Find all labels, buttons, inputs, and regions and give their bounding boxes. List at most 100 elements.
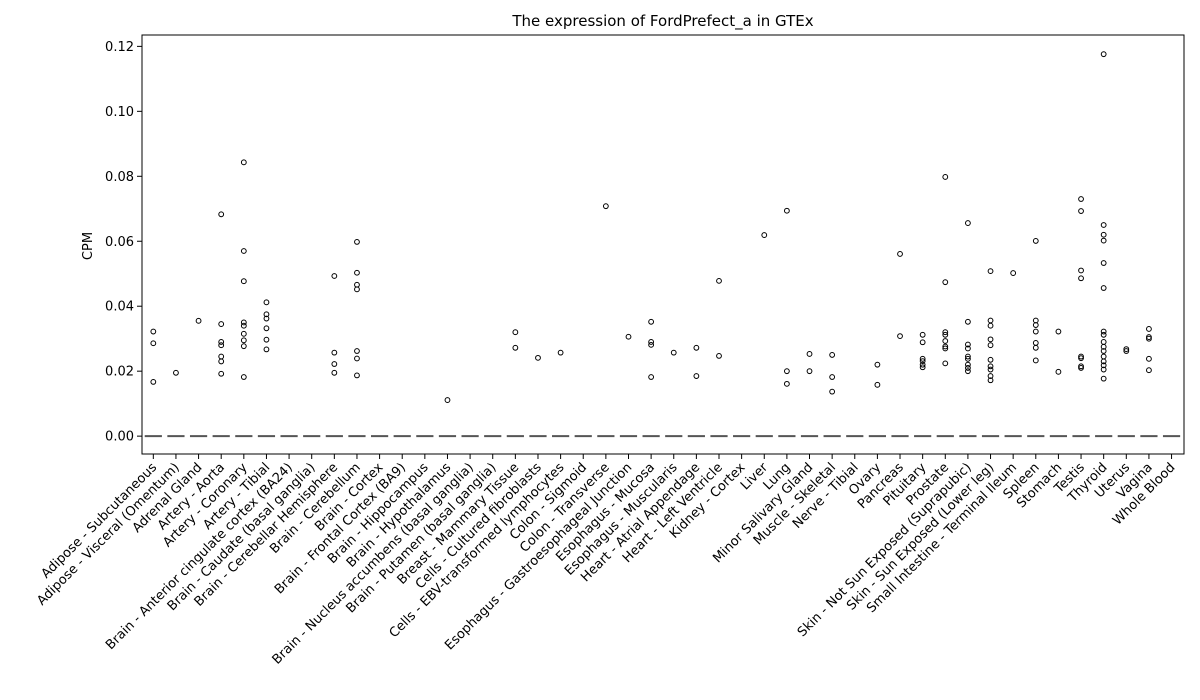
outlier-point <box>783 380 790 387</box>
y-tick-label: 0.12 <box>105 40 134 55</box>
outlier-point <box>919 339 926 346</box>
outlier-point <box>240 319 247 326</box>
outlier-point <box>240 374 247 380</box>
outlier-point <box>942 343 949 350</box>
outlier-point <box>218 321 225 327</box>
outlier-point <box>942 329 949 336</box>
outlier-point <box>1078 208 1084 214</box>
outlier-point <box>829 388 836 395</box>
y-tick-label: 0.06 <box>105 235 134 250</box>
outlier-point <box>150 378 157 385</box>
outlier-point <box>1100 339 1107 345</box>
outlier-point <box>806 368 813 375</box>
chart-title: The expression of FordPrefect_a in GTEx <box>511 12 813 31</box>
outlier-point <box>354 269 360 276</box>
outlier-point <box>1100 285 1107 291</box>
outlier-point <box>1100 231 1107 238</box>
outlier-point <box>919 358 926 365</box>
y-tick-label: 0.04 <box>105 300 134 315</box>
outlier-point <box>1100 222 1107 228</box>
outlier-point <box>1100 328 1107 335</box>
outlier-point <box>240 159 247 166</box>
outlier-point <box>648 339 655 345</box>
outlier-point <box>1123 348 1130 354</box>
outlier-point <box>263 346 270 353</box>
outlier-point <box>218 370 225 377</box>
y-tick-label: 0.08 <box>105 170 134 185</box>
outlier-point <box>218 339 225 345</box>
outlier-point <box>1032 340 1039 346</box>
outlier-point <box>240 337 247 344</box>
outlier-point <box>942 345 949 352</box>
outlier-point <box>1032 328 1039 335</box>
outlier-point <box>1146 355 1152 362</box>
outlier-point <box>331 349 338 356</box>
outlier-point <box>354 286 360 293</box>
outlier-point <box>1100 375 1107 382</box>
outlier-point <box>1055 328 1062 335</box>
outlier-point <box>1078 355 1084 362</box>
y-tick-label: 0.00 <box>105 430 134 445</box>
outlier-point <box>195 317 202 324</box>
outlier-point <box>987 377 994 384</box>
y-axis-label: CPM <box>81 232 96 260</box>
outlier-point <box>1032 344 1039 351</box>
outlier-point <box>829 374 836 380</box>
outlier-point <box>240 278 247 285</box>
outlier-point <box>512 344 519 351</box>
outlier-point <box>897 333 903 339</box>
outlier-point <box>670 349 677 356</box>
outlier-point <box>354 355 360 362</box>
outlier-point <box>1032 322 1039 328</box>
outlier-point <box>1100 348 1107 354</box>
outlier-point <box>919 361 926 368</box>
outlier-point <box>331 273 338 279</box>
outlier-point <box>965 365 971 371</box>
outlier-point <box>693 344 700 351</box>
y-axis: 0.00 0.02 0.04 0.06 0.08 0.10 0.12 <box>105 40 142 445</box>
outlier-point <box>965 345 971 352</box>
outlier-point <box>987 322 994 329</box>
outlier-point <box>987 317 994 324</box>
outlier-point <box>602 203 609 210</box>
outlier-point <box>1146 367 1152 374</box>
outlier-point <box>874 361 881 368</box>
outlier-point <box>783 207 790 214</box>
outlier-point <box>806 351 813 357</box>
outlier-point <box>331 369 338 376</box>
outlier-point <box>150 328 157 335</box>
outlier-point <box>331 361 338 367</box>
outlier-point <box>354 372 360 379</box>
outlier-point <box>1100 331 1107 338</box>
outlier-point <box>942 338 949 344</box>
outlier-point <box>648 374 655 380</box>
outlier-point <box>942 279 949 286</box>
outlier-point <box>1078 275 1084 282</box>
outlier-point <box>942 360 949 367</box>
outlier-point <box>829 352 836 358</box>
outlier-point <box>263 311 270 318</box>
y-tick-label: 0.10 <box>105 105 134 120</box>
outlier-point <box>444 397 451 403</box>
outlier-point <box>263 315 270 322</box>
outlier-point <box>648 318 655 325</box>
outlier-point <box>987 268 994 275</box>
outlier-point <box>1078 365 1084 371</box>
outlier-point <box>535 354 541 361</box>
outlier-point <box>1100 343 1107 350</box>
outlier-point <box>218 353 225 360</box>
outlier-point <box>1100 237 1107 244</box>
outlier-point <box>218 358 225 365</box>
outlier-point <box>1010 270 1017 276</box>
outlier-point <box>965 341 971 348</box>
outlier-point <box>761 232 768 238</box>
outlier-point <box>1055 368 1062 375</box>
outlier-point <box>965 355 971 362</box>
outlier-point <box>987 336 994 343</box>
outlier-point <box>942 174 949 180</box>
outlier-point <box>218 211 225 218</box>
outlier-point <box>965 361 971 368</box>
